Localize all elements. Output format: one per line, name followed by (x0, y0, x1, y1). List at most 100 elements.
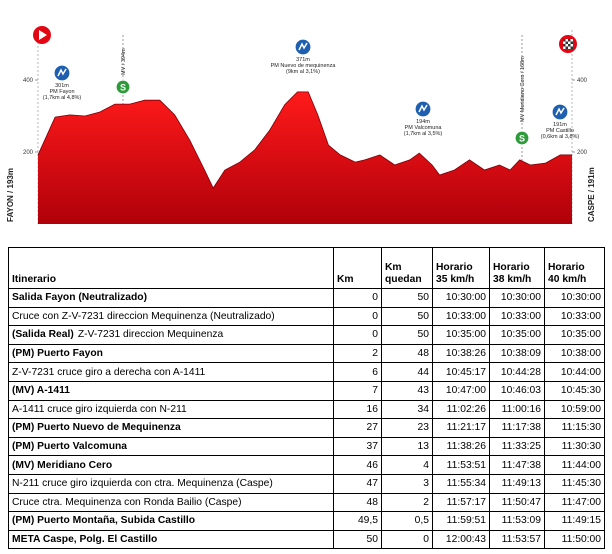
itinerary-text: (PM) Puerto Montaña, Subida Castillo (12, 515, 196, 527)
value-cell: 11:30:30 (544, 436, 605, 457)
y-tick-label: 200 (577, 150, 588, 156)
value-cell: 10:38:26 (432, 343, 490, 364)
climb-label: (1,7km al 4,8%) (43, 95, 82, 101)
itinerary-text: Z-V-7231 cruce giro a derecha con A-1411 (12, 366, 206, 378)
itinerary-cell: (MV) Meridiano Cero (8, 455, 334, 475)
sprint-icon-glyph: S (519, 134, 525, 144)
value-cell: 10:45:30 (544, 380, 605, 401)
value-cell: 4 (381, 455, 433, 475)
climb-label: PM Valcomuna (405, 125, 443, 131)
value-cell: 11:02:26 (432, 399, 490, 420)
itinerary-cell: Salida Fayon (Neutralizado) (8, 288, 334, 308)
value-cell: 10:59:00 (544, 399, 605, 420)
value-cell: 11:50:47 (489, 492, 545, 513)
climb-label: (0,6km al 3,8%) (541, 134, 580, 140)
value-cell: 0,5 (381, 511, 433, 531)
climb-label: 301m (55, 83, 69, 89)
value-cell: 10:38:09 (489, 343, 545, 364)
value-cell: 50 (381, 288, 433, 308)
itinerary-cell: (PM) Puerto Fayon (8, 343, 334, 364)
value-cell: 11:47:38 (489, 455, 545, 475)
value-cell: 10:45:17 (432, 362, 490, 382)
header-cell: Km (333, 247, 382, 289)
header-cell: Horario 38 km/h (489, 247, 545, 289)
value-cell: 11:45:30 (544, 473, 605, 494)
table-row: Cruce ctra. Mequinenza con Ronda Bailio … (8, 492, 605, 513)
value-cell: 10:30:00 (489, 288, 545, 308)
start-icon (33, 26, 51, 44)
climb-icon-glyph (298, 42, 308, 51)
itinerary-text: (PM) Puerto Fayon (12, 348, 103, 360)
value-cell: 2 (333, 343, 382, 364)
climb-label: (1,7km al 3,5%) (404, 131, 443, 137)
itinerary-cell: A-1411 cruce giro izquierda con N-211 (8, 399, 334, 420)
value-cell: 0 (333, 288, 382, 308)
stage-profile: 200 200 400 400 FAYON / 193m CASPE / 191m 301m… (6, 26, 596, 225)
value-cell: 23 (381, 418, 433, 438)
elevation-line (37, 91, 572, 189)
value-cell: 13 (381, 436, 433, 457)
table-row: (PM) Puerto Nuevo de Mequinenza 27 23 11:21… (8, 418, 605, 438)
value-cell: 2 (381, 492, 433, 513)
itinerary-cell: (PM) Puerto Nuevo de Mequinenza (8, 418, 334, 438)
table-row: (PM) Puerto Fayon 2 48 10:38:26 10:38:09 10:3… (8, 343, 605, 364)
itinerary-text: (PM) Puerto Nuevo de Mequinenza (12, 422, 181, 434)
sprint-label: MV Meridiano Cero / 168m (520, 56, 526, 122)
header-cell: Horario 35 km/h (432, 247, 490, 289)
value-cell: 11:21:17 (432, 418, 490, 438)
climb-label: PM Nuevo de mequinenza (271, 63, 337, 69)
climb-label: 191m (553, 122, 567, 128)
value-cell: 11:15:30 (544, 418, 605, 438)
climb-icon-glyph (418, 104, 428, 113)
itinerary-text: N-211 cruce giro izquierda con ctra. Meq… (12, 478, 273, 490)
table-row: Z-V-7231 cruce giro a derecha con A-1411… (8, 362, 605, 382)
value-cell: 11:38:26 (432, 436, 490, 457)
value-cell: 11:47:00 (544, 492, 605, 513)
value-cell: 10:46:03 (489, 380, 545, 401)
itinerary-text: (MV) A-1411 (12, 385, 70, 397)
value-cell: 11:55:34 (432, 473, 490, 494)
value-cell: 46 (333, 455, 382, 475)
header-cell: Horario 40 km/h (544, 247, 605, 289)
value-cell: 44 (381, 362, 433, 382)
itinerary-text: A-1411 cruce giro izquierda con N-211 (12, 403, 187, 415)
climb-icon-glyph (555, 107, 565, 116)
value-cell: 48 (333, 492, 382, 513)
itinerary-text: Salida Fayon (Neutralizado) (12, 292, 148, 304)
value-cell: 11:49:15 (544, 511, 605, 531)
value-cell: 10:44:28 (489, 362, 545, 382)
value-cell: 49,5 (333, 511, 382, 531)
itinerary-cell: (PM) Puerto Valcomuna (8, 436, 334, 457)
table-row: (Salida Real) Z-V-7231 direccion Mequinen… (8, 325, 605, 345)
y-tick-label: 400 (23, 78, 34, 84)
value-cell: 0 (381, 529, 433, 550)
value-cell: 10:44:00 (544, 362, 605, 382)
itinerary-text: (MV) Meridiano Cero (12, 459, 113, 471)
value-cell: 43 (381, 380, 433, 401)
value-cell: 37 (333, 436, 382, 457)
table-row: Salida Fayon (Neutralizado) 0 50 10:30:00 10… (8, 288, 605, 308)
itinerary-text: META Caspe, Polg. El Castillo (12, 534, 158, 546)
climb-label: PM Fayon (49, 89, 74, 95)
value-cell: 10:35:00 (544, 325, 605, 345)
climb-label: (9km al 3,1%) (286, 69, 320, 75)
value-cell: 50 (333, 529, 382, 550)
itinerary-text: Cruce ctra. Mequinenza con Ronda Bailio … (12, 496, 242, 508)
table-row: (PM) Puerto Montaña, Subida Castillo 49,5… (8, 511, 605, 531)
value-cell: 0 (333, 325, 382, 345)
value-cell: 12:00:43 (432, 529, 490, 550)
value-cell: 7 (333, 380, 382, 401)
value-cell: 11:53:09 (489, 511, 545, 531)
value-cell: 10:38:00 (544, 343, 605, 364)
itinerary-text: (PM) Puerto Valcomuna (12, 441, 128, 453)
climb-label: 371m (296, 57, 310, 63)
value-cell: 0 (333, 306, 382, 327)
header-row: Itinerario Km Km quedan Horario 35 km/h Hora… (8, 247, 605, 289)
value-cell: 11:17:38 (489, 418, 545, 438)
itinerary-cell: (Salida Real) Z-V-7231 direccion Mequinen… (8, 325, 334, 345)
climb-icon-glyph (57, 68, 67, 77)
value-cell: 27 (333, 418, 382, 438)
itinerary-text: Cruce con Z-V-7231 direccion Mequinenza … (12, 310, 275, 322)
value-cell: 10:33:00 (489, 306, 545, 327)
